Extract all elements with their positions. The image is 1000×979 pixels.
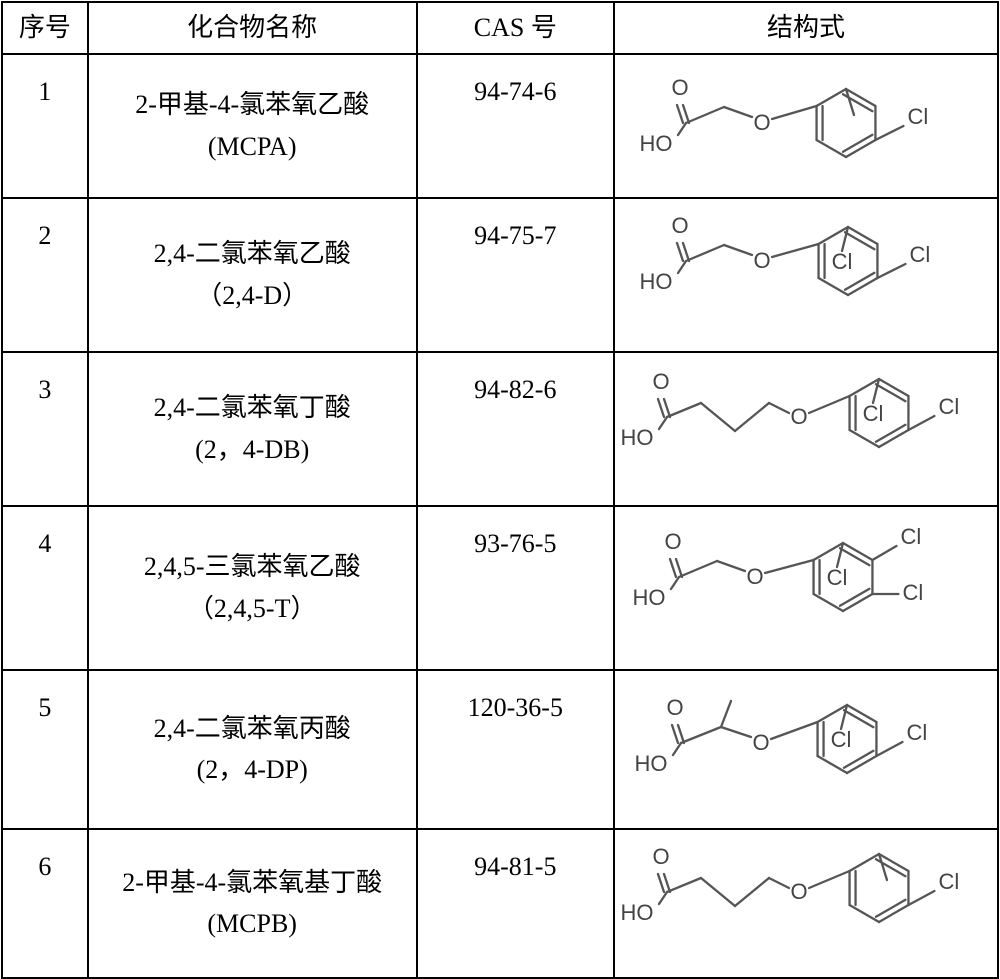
svg-text:O: O xyxy=(671,213,688,238)
compound-name-line1: 2,4,5-三氯苯氧乙酸 xyxy=(91,546,414,588)
svg-text:HO: HO xyxy=(634,751,667,776)
cell-seq: 6 xyxy=(2,829,88,978)
table-row: 62-甲基-4-氯苯氧基丁酸(MCPB)94-81-5 O HO O Cl xyxy=(2,829,998,978)
svg-text:Cl: Cl xyxy=(902,580,923,605)
svg-text:Cl: Cl xyxy=(938,394,959,419)
compound-name-line1: 2-甲基-4-氯苯氧乙酸 xyxy=(91,84,414,126)
table-row: 12-甲基-4-氯苯氧乙酸(MCPA)94-74-6 O HO O Cl xyxy=(2,54,998,198)
table-row: 22,4-二氯苯氧乙酸（2,4-D）94-75-7 O HO O Cl Cl xyxy=(2,198,998,352)
cell-seq: 2 xyxy=(2,198,88,352)
compound-name-line2: (MCPB) xyxy=(91,903,414,945)
cell-structure: O HO O Cl Cl Cl xyxy=(614,506,998,670)
table-header-row: 序号 化合物名称 CAS 号 结构式 xyxy=(2,2,998,54)
svg-text:Cl: Cl xyxy=(938,869,959,894)
svg-text:Cl: Cl xyxy=(863,401,884,426)
cell-structure: O HO O Cl Cl xyxy=(614,670,998,829)
svg-text:Cl: Cl xyxy=(827,565,848,590)
svg-text:O: O xyxy=(746,564,763,589)
svg-text:HO: HO xyxy=(620,900,653,925)
cell-structure: O HO O Cl Cl xyxy=(614,198,998,352)
svg-text:O: O xyxy=(753,110,770,135)
compound-name-line2: (2，4-DB) xyxy=(91,429,414,471)
svg-text:HO: HO xyxy=(632,585,665,610)
cell-seq: 5 xyxy=(2,670,88,829)
cell-name: 2-甲基-4-氯苯氧基丁酸(MCPB) xyxy=(88,829,417,978)
svg-text:Cl: Cl xyxy=(900,524,921,549)
cell-name: 2,4,5-三氯苯氧乙酸（2,4,5-T） xyxy=(88,506,417,670)
svg-text:O: O xyxy=(664,529,681,554)
svg-text:O: O xyxy=(652,369,669,394)
cell-cas: 94-81-5 xyxy=(417,829,614,978)
cell-name: 2,4-二氯苯氧丁酸(2，4-DB) xyxy=(88,352,417,506)
compound-name-line1: 2,4-二氯苯氧乙酸 xyxy=(91,233,414,275)
compound-name-line2: (MCPA) xyxy=(91,126,414,168)
compound-name-line2: （2,4-D） xyxy=(91,275,414,317)
header-name: 化合物名称 xyxy=(88,2,417,54)
cell-seq: 3 xyxy=(2,352,88,506)
compound-name-line2: （2,4,5-T） xyxy=(91,588,414,630)
cell-structure: O HO O Cl xyxy=(614,54,998,198)
svg-text:Cl: Cl xyxy=(831,727,852,752)
cell-cas: 93-76-5 xyxy=(417,506,614,670)
compound-name-line1: 2,4-二氯苯氧丁酸 xyxy=(91,387,414,429)
cell-structure: O HO O Cl Cl xyxy=(614,352,998,506)
cell-cas: 94-82-6 xyxy=(417,352,614,506)
cell-name: 2,4-二氯苯氧乙酸（2,4-D） xyxy=(88,198,417,352)
cell-name: 2,4-二氯苯氧丙酸(2，4-DP) xyxy=(88,670,417,829)
header-seq: 序号 xyxy=(2,2,88,54)
cell-cas: 94-75-7 xyxy=(417,198,614,352)
svg-text:O: O xyxy=(790,404,807,429)
compound-name-line1: 2-甲基-4-氯苯氧基丁酸 xyxy=(91,862,414,904)
header-struct: 结构式 xyxy=(614,2,998,54)
svg-text:Cl: Cl xyxy=(907,104,928,129)
svg-text:HO: HO xyxy=(620,425,653,450)
svg-text:HO: HO xyxy=(639,131,672,156)
svg-text:Cl: Cl xyxy=(906,720,927,745)
table-row: 32,4-二氯苯氧丁酸(2，4-DB)94-82-6 O HO O Cl Cl xyxy=(2,352,998,506)
svg-text:O: O xyxy=(790,879,807,904)
svg-text:O: O xyxy=(666,695,683,720)
cell-cas: 94-74-6 xyxy=(417,54,614,198)
svg-text:O: O xyxy=(752,730,769,755)
svg-text:O: O xyxy=(652,844,669,869)
compound-name-line2: (2，4-DP) xyxy=(91,749,414,791)
svg-text:O: O xyxy=(753,248,770,273)
table-row: 42,4,5-三氯苯氧乙酸（2,4,5-T）93-76-5 O HO O Cl Cl Cl xyxy=(2,506,998,670)
cell-cas: 120-36-5 xyxy=(417,670,614,829)
cell-structure: O HO O Cl xyxy=(614,829,998,978)
cell-name: 2-甲基-4-氯苯氧乙酸(MCPA) xyxy=(88,54,417,198)
cell-seq: 4 xyxy=(2,506,88,670)
table-row: 52,4-二氯苯氧丙酸(2，4-DP)120-36-5 O HO O Cl Cl xyxy=(2,670,998,829)
compound-name-line1: 2,4-二氯苯氧丙酸 xyxy=(91,708,414,750)
svg-text:HO: HO xyxy=(639,269,672,294)
cell-seq: 1 xyxy=(2,54,88,198)
svg-text:Cl: Cl xyxy=(832,249,853,274)
header-cas: CAS 号 xyxy=(417,2,614,54)
svg-text:Cl: Cl xyxy=(909,242,930,267)
compound-table: 序号 化合物名称 CAS 号 结构式 12-甲基-4-氯苯氧乙酸(MCPA)94… xyxy=(1,1,999,979)
svg-text:O: O xyxy=(671,75,688,100)
